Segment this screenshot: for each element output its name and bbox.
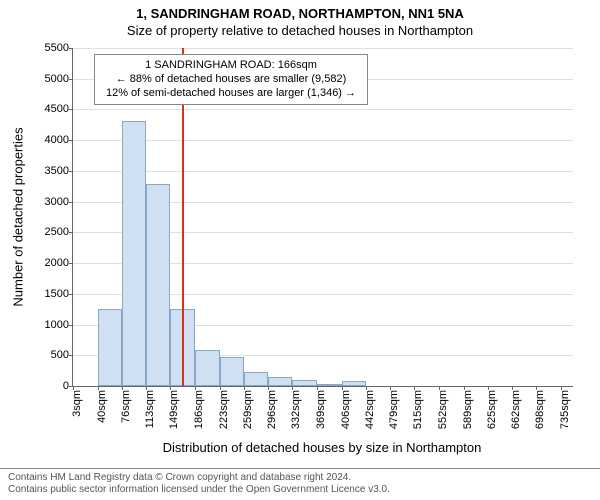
histogram-bar: [342, 381, 366, 386]
footer-line1: Contains HM Land Registry data © Crown c…: [8, 472, 592, 484]
x-tick-label: 442sqm: [364, 390, 376, 429]
grid-line: [73, 140, 573, 141]
y-tick-label: 1500: [45, 288, 73, 300]
y-tick-label: 5500: [45, 42, 73, 54]
histogram-bar: [122, 121, 147, 386]
chart-container: 1, SANDRINGHAM ROAD, NORTHAMPTON, NN1 5N…: [0, 0, 600, 500]
y-tick-label: 2500: [45, 226, 73, 238]
x-tick-label: 223sqm: [218, 390, 230, 429]
x-tick-label: 552sqm: [437, 390, 449, 429]
x-tick-label: 296sqm: [266, 390, 278, 429]
grid-line: [73, 48, 573, 49]
histogram-bar: [195, 350, 220, 386]
chart-subtitle: Size of property relative to detached ho…: [0, 21, 600, 38]
x-tick-label: 3sqm: [71, 390, 83, 417]
histogram-bar: [98, 309, 122, 386]
y-tick-label: 3500: [45, 165, 73, 177]
histogram-bar: [292, 380, 317, 386]
y-tick-label: 2000: [45, 257, 73, 269]
x-tick-label: 76sqm: [120, 390, 132, 423]
x-tick-label: 259sqm: [242, 390, 254, 429]
x-tick-label: 515sqm: [412, 390, 424, 429]
histogram-bar: [317, 384, 342, 386]
y-tick-label: 1000: [45, 319, 73, 331]
footer-line2: Contains public sector information licen…: [8, 484, 592, 496]
histogram-bar: [244, 372, 269, 386]
y-tick-label: 4000: [45, 134, 73, 146]
y-axis-label: Number of detached properties: [11, 127, 26, 306]
x-tick-label: 113sqm: [144, 390, 156, 428]
grid-line: [73, 109, 573, 110]
histogram-bar: [220, 357, 244, 386]
x-tick-label: 625sqm: [486, 390, 498, 429]
y-tick-label: 5000: [45, 73, 73, 85]
histogram-bar: [268, 377, 292, 386]
annotation-box: 1 SANDRINGHAM ROAD: 166sqm ← 88% of deta…: [94, 54, 368, 105]
annotation-line2: ← 88% of detached houses are smaller (9,…: [103, 73, 359, 87]
x-axis-label: Distribution of detached houses by size …: [163, 440, 482, 455]
x-tick-label: 589sqm: [462, 390, 474, 429]
x-tick-label: 479sqm: [388, 390, 400, 429]
annotation-line3: 12% of semi-detached houses are larger (…: [103, 87, 359, 101]
x-tick-label: 332sqm: [290, 390, 302, 429]
x-tick-label: 662sqm: [510, 390, 522, 429]
y-tick-label: 3000: [45, 196, 73, 208]
y-tick-label: 500: [51, 349, 73, 361]
x-tick-label: 406sqm: [340, 390, 352, 429]
x-tick-label: 40sqm: [96, 390, 108, 423]
x-tick-label: 369sqm: [315, 390, 327, 429]
x-tick-label: 186sqm: [193, 390, 205, 429]
x-tick-label: 698sqm: [534, 390, 546, 429]
y-tick-label: 4500: [45, 103, 73, 115]
annotation-line1: 1 SANDRINGHAM ROAD: 166sqm: [103, 59, 359, 73]
x-tick-label: 149sqm: [168, 390, 180, 429]
chart-title: 1, SANDRINGHAM ROAD, NORTHAMPTON, NN1 5N…: [0, 0, 600, 21]
histogram-bar: [146, 184, 170, 386]
x-tick-label: 735sqm: [559, 390, 571, 429]
footer: Contains HM Land Registry data © Crown c…: [0, 468, 600, 496]
grid-line: [73, 171, 573, 172]
